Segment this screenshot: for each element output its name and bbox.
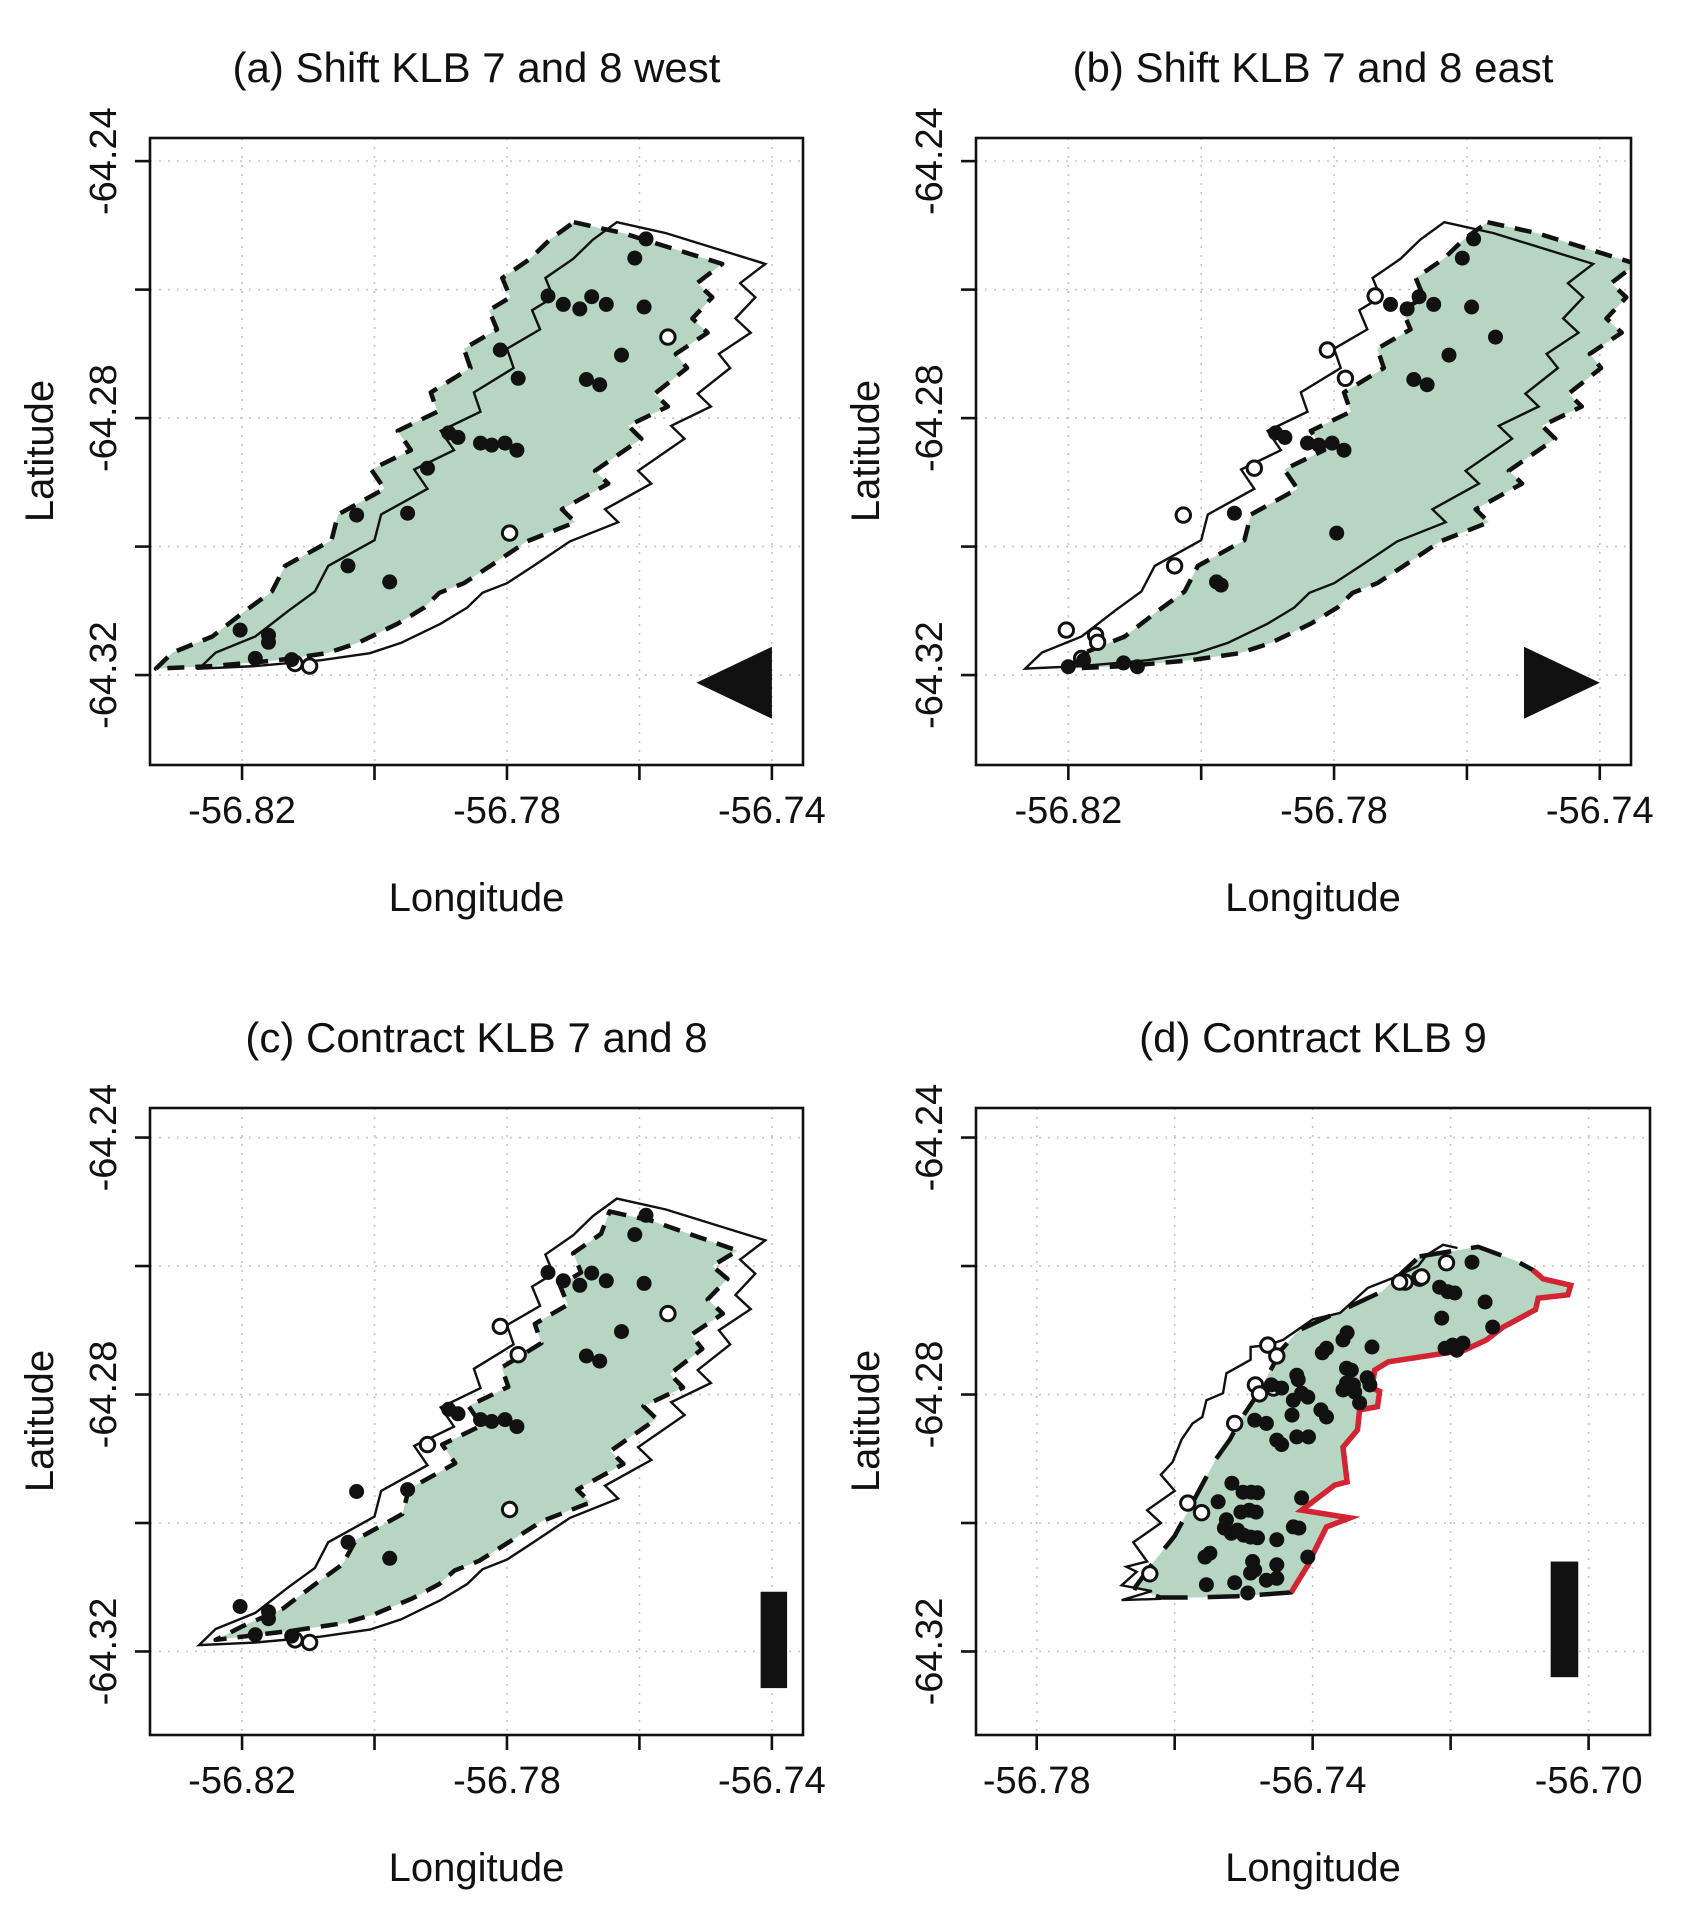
panel-c: -56.82 -56.78 -56.74 -64.24 -64.28 -64.32 [83,1084,826,1802]
axes-b: -56.82 -56.78 -56.74 -64.24 -64.28 -64.32 [909,107,1654,832]
panel-a-x-axis-label: Longitude [388,876,565,920]
plot-box-c [148,1106,805,1737]
panel-d-x-axis-label: Longitude [1225,1846,1401,1890]
y-tick-label-c: -64.32 [83,1598,125,1706]
plot-box-b [974,136,1633,767]
x-tick-label-c: -56.78 [453,1760,561,1802]
y-tick-label-c: -64.28 [83,1341,125,1449]
panel-b-title: (b) Shift KLB 7 and 8 east [1072,44,1554,91]
filled-points-b [1060,231,1503,675]
x-tick-label-b: -56.74 [1546,790,1654,832]
modified-region-dashed-outline-b [1066,219,1631,671]
contract-bar-symbol-c [760,1591,788,1689]
panel-c-x-axis-label: Longitude [388,1846,565,1890]
panel-b: -56.82 -56.78 -56.74 -64.24 -64.28 -64.32 [909,107,1654,832]
open-points-b [1057,287,1384,668]
triangle-right-symbol-b [1524,646,1600,719]
panel-d: -56.78 -56.74 -56.70 -64.24 -64.28 -64.32 [909,1084,1652,1802]
panel-b-x-axis-label: Longitude [1225,876,1401,920]
y-tick-label-a: -64.28 [83,364,125,472]
grid-d [976,1108,1650,1735]
panel-c-y-axis-label: Latitude [18,1349,62,1493]
contracted-red-boundary-d [1288,1267,1575,1594]
original-region-outline-c [195,1197,768,1647]
x-tick-label-b: -56.82 [1014,790,1122,832]
original-region-outline-b [1022,220,1596,670]
original-region-outline-a [195,220,768,670]
filled-points-a [232,231,654,668]
modified-region-a [156,222,723,669]
x-tick-label-d: -56.70 [1535,1760,1643,1802]
panel-d-y-axis-label: Latitude [844,1349,888,1493]
modified-region-b [1068,222,1631,669]
y-tick-label-c: -64.24 [83,1084,125,1192]
x-tick-label-c: -56.82 [188,1760,296,1802]
y-tick-label-d: -64.24 [909,1084,951,1192]
panel-a: -56.82 -56.78 -56.74 -64.24 -64.28 -64.32 [83,107,826,832]
x-tick-label-c: -56.74 [718,1760,826,1802]
y-tick-label-a: -64.32 [83,621,125,729]
plot-box-a [148,136,805,767]
modified-region-c [215,1211,738,1640]
contract-bar-symbol-d [1550,1561,1579,1678]
axes-a: -56.82 -56.78 -56.74 -64.24 -64.28 -64.32 [83,107,826,832]
x-tick-label-a: -56.78 [453,790,561,832]
original-region-outline-d [1118,1243,1458,1602]
x-tick-label-a: -56.74 [718,790,826,832]
filled-points-d [1197,1254,1501,1601]
panel-c-title: (c) Contract KLB 7 and 8 [245,1014,708,1061]
y-tick-label-b: -64.24 [909,107,951,215]
axes-d: -56.78 -56.74 -56.70 -64.24 -64.28 -64.32 [909,1084,1642,1802]
y-tick-label-b: -64.32 [909,621,951,729]
y-tick-label-d: -64.28 [909,1341,951,1449]
x-tick-label-a: -56.82 [188,790,296,832]
x-tick-label-d: -56.78 [983,1760,1091,1802]
axes-c: -56.82 -56.78 -56.74 -64.24 -64.28 -64.32 [83,1084,826,1802]
y-tick-label-d: -64.32 [909,1598,951,1706]
triangle-left-symbol-a [696,646,772,719]
modified-region-dashed-outline-a [153,219,725,671]
panel-a-y-axis-label: Latitude [18,379,62,523]
filled-points-c [232,1207,654,1644]
x-tick-label-b: -56.78 [1280,790,1388,832]
y-tick-label-b: -64.28 [909,364,951,472]
panel-b-y-axis-label: Latitude [844,379,888,523]
panel-d-title: (d) Contract KLB 9 [1139,1014,1487,1061]
panel-a-title: (a) Shift KLB 7 and 8 west [232,44,721,91]
x-tick-label-d: -56.74 [1259,1760,1367,1802]
modified-region-d [1134,1246,1571,1598]
y-tick-label-a: -64.24 [83,107,125,215]
modified-region-dashed-outline-c [213,1209,740,1643]
